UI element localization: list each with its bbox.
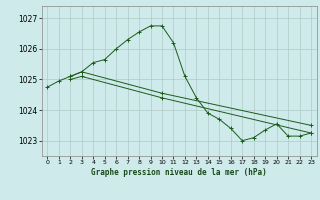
X-axis label: Graphe pression niveau de la mer (hPa): Graphe pression niveau de la mer (hPa) [91, 168, 267, 177]
